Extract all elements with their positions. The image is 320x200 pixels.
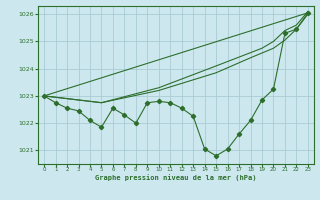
X-axis label: Graphe pression niveau de la mer (hPa): Graphe pression niveau de la mer (hPa)	[95, 175, 257, 181]
